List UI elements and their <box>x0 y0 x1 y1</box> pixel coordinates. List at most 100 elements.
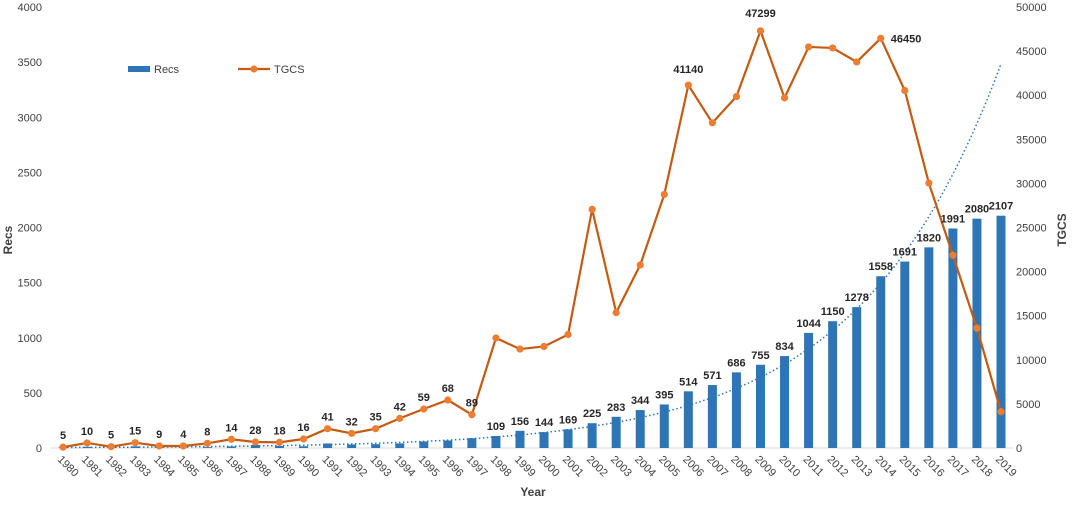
tgcs-point-1987 <box>228 436 235 443</box>
tgcs-point-1993 <box>372 425 379 432</box>
bar-label: 9 <box>156 429 162 441</box>
x-tick-label: 2006 <box>680 454 706 480</box>
tgcs-point-2016 <box>925 179 932 186</box>
x-tick-label: 1997 <box>464 454 490 480</box>
bar-label: 109 <box>487 421 505 433</box>
bar-label: 686 <box>727 357 745 369</box>
x-tick-label: 1983 <box>127 454 153 480</box>
x-tick-label: 1996 <box>440 454 466 480</box>
tgcs-point-2019 <box>997 408 1004 415</box>
y-left-tick-label: 500 <box>24 388 42 400</box>
tgcs-point-2012 <box>829 44 836 51</box>
x-tick-label: 1991 <box>319 454 345 480</box>
bar-label: 1991 <box>941 213 965 225</box>
x-tick-label: 1988 <box>247 454 273 480</box>
bar-label: 283 <box>607 402 625 414</box>
x-tick-label: 1998 <box>488 454 514 480</box>
x-tick-label: 1986 <box>199 454 225 480</box>
y-right-tick-label: 50000 <box>1016 2 1047 14</box>
bar-recs-1994 <box>395 443 404 448</box>
tgcs-point-2008 <box>733 93 740 100</box>
tgcs-point-2004 <box>637 261 644 268</box>
bar-recs-1998 <box>491 436 500 448</box>
tgcs-point-1994 <box>396 415 403 422</box>
bar-recs-1990 <box>299 446 308 448</box>
x-tick-label: 1985 <box>175 454 201 480</box>
bar-recs-1993 <box>371 444 380 448</box>
bar-recs-1992 <box>347 444 356 448</box>
x-axis-title: Year <box>520 485 546 499</box>
bar-label: 834 <box>775 341 794 353</box>
bar-recs-2015 <box>900 262 909 448</box>
bar-recs-2003 <box>612 417 621 448</box>
x-tick-label: 2003 <box>608 454 634 480</box>
tgcs-point-1996 <box>444 396 451 403</box>
x-tick-label: 1990 <box>295 454 321 480</box>
bar-recs-2005 <box>660 404 669 448</box>
bar-label: 68 <box>442 383 454 395</box>
x-tick-label: 2010 <box>776 454 802 480</box>
bar-label: 15 <box>129 426 141 438</box>
legend-tgcs-marker <box>250 65 257 72</box>
x-tick-label: 2013 <box>849 454 875 480</box>
tgcs-point-2009 <box>757 27 764 34</box>
x-tick-label: 1980 <box>55 454 81 480</box>
bar-label: 28 <box>249 425 261 437</box>
y-right-tick-label: 40000 <box>1016 90 1047 102</box>
bar-label: 18 <box>273 425 285 437</box>
bar-recs-2000 <box>540 432 549 448</box>
y-left-tick-label: 3500 <box>18 57 42 69</box>
bar-label: 225 <box>583 408 601 420</box>
bar-label: 16 <box>297 422 309 434</box>
bar-label: 5 <box>108 430 114 442</box>
tgcs-point-1992 <box>348 430 355 437</box>
y-left-tick-label: 1000 <box>18 333 42 345</box>
bar-label: 2107 <box>989 201 1013 213</box>
y-left-tick-label: 2500 <box>18 167 42 179</box>
bar-recs-2004 <box>636 410 645 448</box>
bar-label: 42 <box>394 401 406 413</box>
x-tick-label: 2012 <box>825 454 851 480</box>
tgcs-point-1988 <box>252 438 259 445</box>
x-tick-label: 1992 <box>343 454 369 480</box>
tgcs-point-2006 <box>685 82 692 89</box>
bar-label: 41 <box>321 412 333 424</box>
x-tick-label: 2015 <box>897 454 923 480</box>
tgcs-point-1980 <box>59 444 66 451</box>
bar-label: 32 <box>345 416 357 428</box>
tgcs-point-1984 <box>156 442 163 449</box>
bar-recs-2016 <box>924 247 933 448</box>
x-tick-label: 2002 <box>584 454 610 480</box>
x-tick-label: 1993 <box>368 454 394 480</box>
bar-label: 1278 <box>844 292 868 304</box>
y-right-tick-label: 30000 <box>1016 178 1047 190</box>
tgcs-label: 41140 <box>673 64 703 76</box>
bar-label: 1820 <box>917 232 941 244</box>
bar-label: 4 <box>180 429 187 441</box>
x-tick-label: 1994 <box>392 454 418 480</box>
tgcs-label: 46450 <box>891 33 922 45</box>
y-axis-right-title: TGCS <box>1055 213 1069 246</box>
bar-label: 59 <box>418 392 430 404</box>
bar-recs-2001 <box>564 429 573 448</box>
tgcs-point-2017 <box>949 252 956 259</box>
tgcs-point-1997 <box>468 411 475 418</box>
bar-label: 395 <box>655 389 673 401</box>
x-tick-label: 1981 <box>79 454 105 480</box>
y-right-tick-label: 10000 <box>1016 355 1047 367</box>
x-tick-label: 1982 <box>103 454 129 480</box>
tgcs-point-1995 <box>420 405 427 412</box>
tgcs-point-1982 <box>108 443 115 450</box>
bar-recs-1999 <box>515 431 524 448</box>
x-tick-label: 2008 <box>728 454 754 480</box>
bar-label: 144 <box>535 417 554 429</box>
tgcs-point-2014 <box>877 35 884 42</box>
tgcs-point-2010 <box>781 94 788 101</box>
x-tick-label: 1987 <box>223 454 249 480</box>
x-tick-label: 2001 <box>560 454 586 480</box>
tgcs-point-1991 <box>324 425 331 432</box>
tgcs-point-1989 <box>276 439 283 446</box>
y-left-tick-label: 2000 <box>18 223 42 235</box>
bar-recs-2011 <box>804 333 813 448</box>
